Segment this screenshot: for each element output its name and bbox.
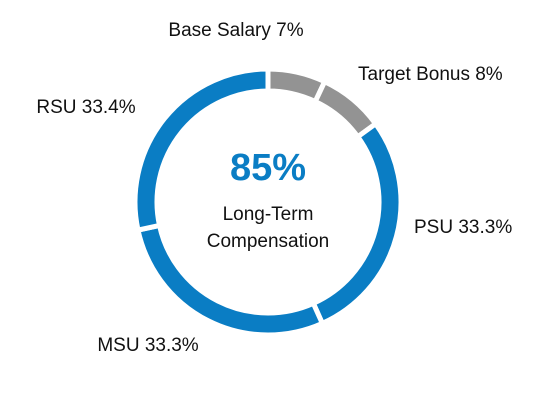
center-value: 85% xyxy=(230,147,306,189)
segment-label: Base Salary 7% xyxy=(168,20,303,41)
segment-label: Target Bonus 8% xyxy=(358,64,503,85)
segment-label: RSU 33.4% xyxy=(36,97,135,118)
donut-segment xyxy=(310,120,404,327)
segment-label: MSU 33.3% xyxy=(97,335,198,356)
donut-segment xyxy=(132,66,271,234)
segment-label: PSU 33.3% xyxy=(414,217,512,238)
center-text: Long-Term xyxy=(223,204,314,225)
center-text: Compensation xyxy=(207,231,330,252)
